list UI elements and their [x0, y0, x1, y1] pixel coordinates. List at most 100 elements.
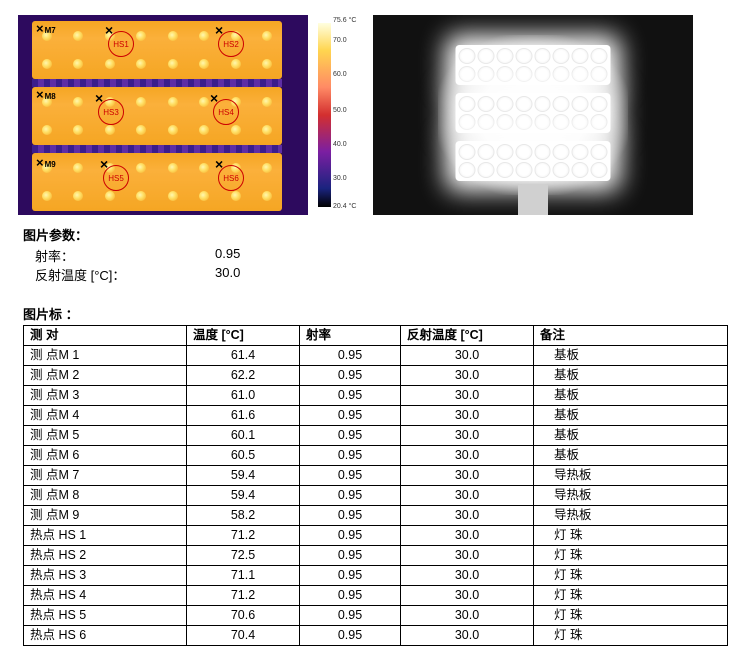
table-row: 热点 HS 171.20.9530.0灯 珠 [24, 526, 728, 546]
cell-note: 灯 珠 [534, 626, 728, 646]
colorbar-max: 75.6 °C [333, 17, 356, 24]
cell-emissivity: 0.95 [300, 626, 401, 646]
params-title: 图片参数： [23, 225, 732, 244]
cell-temp: 71.1 [187, 566, 300, 586]
cell-temp: 59.4 [187, 486, 300, 506]
table-row: 测 点M 958.20.9530.0导热板 [24, 506, 728, 526]
cell-refl-temp: 30.0 [401, 626, 534, 646]
cell-note: 灯 珠 [534, 566, 728, 586]
cell-emissivity: 0.95 [300, 386, 401, 406]
cell-refl-temp: 30.0 [401, 506, 534, 526]
cell-note: 基板 [534, 346, 728, 366]
table-row: 热点 HS 570.60.9530.0灯 珠 [24, 606, 728, 626]
header-note: 备注 [534, 326, 728, 346]
cell-temp: 70.4 [187, 626, 300, 646]
table-row: 热点 HS 670.40.9530.0灯 珠 [24, 626, 728, 646]
cell-temp: 60.5 [187, 446, 300, 466]
cell-object: 热点 HS 6 [24, 626, 187, 646]
cell-temp: 61.4 [187, 346, 300, 366]
cell-emissivity: 0.95 [300, 406, 401, 426]
table-row: 测 点M 461.60.9530.0基板 [24, 406, 728, 426]
cell-refl-temp: 30.0 [401, 586, 534, 606]
cell-temp: 61.6 [187, 406, 300, 426]
cell-note: 导热板 [534, 486, 728, 506]
table-row: 测 点M 859.40.9530.0导热板 [24, 486, 728, 506]
marker-hs3: HS3 [98, 99, 124, 125]
cell-object: 热点 HS 5 [24, 606, 187, 626]
cell-emissivity: 0.95 [300, 486, 401, 506]
cell-note: 基板 [534, 386, 728, 406]
marker-m7: M7 [36, 21, 56, 36]
table-row: 热点 HS 272.50.9530.0灯 珠 [24, 546, 728, 566]
cell-refl-temp: 30.0 [401, 546, 534, 566]
colorbar-min: 20.4 °C [333, 203, 356, 210]
cell-emissivity: 0.95 [300, 546, 401, 566]
header-refl-temp: 反射温度 [°C] [401, 326, 534, 346]
cell-refl-temp: 30.0 [401, 466, 534, 486]
cell-emissivity: 0.95 [300, 366, 401, 386]
colorbar-tick: 30.0 [333, 175, 347, 182]
cell-temp: 60.1 [187, 426, 300, 446]
cell-object: 测 点M 7 [24, 466, 187, 486]
cell-emissivity: 0.95 [300, 446, 401, 466]
cell-note: 基板 [534, 406, 728, 426]
cell-temp: 62.2 [187, 366, 300, 386]
cell-note: 基板 [534, 366, 728, 386]
marker-hs2: HS2 [218, 31, 244, 57]
cell-object: 测 点M 2 [24, 366, 187, 386]
cell-refl-temp: 30.0 [401, 426, 534, 446]
cell-emissivity: 0.95 [300, 566, 401, 586]
cell-note: 灯 珠 [534, 526, 728, 546]
cell-object: 测 点M 1 [24, 346, 187, 366]
cell-refl-temp: 30.0 [401, 526, 534, 546]
colorbar-tick: 70.0 [333, 37, 347, 44]
table-row: 测 点M 361.00.9530.0基板 [24, 386, 728, 406]
cell-note: 灯 珠 [534, 586, 728, 606]
cell-emissivity: 0.95 [300, 426, 401, 446]
cell-note: 灯 珠 [534, 546, 728, 566]
cell-temp: 70.6 [187, 606, 300, 626]
cell-note: 基板 [534, 446, 728, 466]
cell-object: 热点 HS 3 [24, 566, 187, 586]
marker-m8: M8 [36, 87, 56, 102]
cell-note: 基板 [534, 426, 728, 446]
images-row: M7 HS1 HS2 M8 HS3 HS4 M9 HS5 HS6 75.6 °C… [18, 15, 732, 215]
marker-hs6: HS6 [218, 165, 244, 191]
cell-note: 导热板 [534, 506, 728, 526]
cell-note: 灯 珠 [534, 606, 728, 626]
header-object: 测 对 [24, 326, 187, 346]
emissivity-label: 射率： [23, 246, 215, 265]
cell-emissivity: 0.95 [300, 506, 401, 526]
table-row: 测 点M 660.50.9530.0基板 [24, 446, 728, 466]
cell-object: 热点 HS 2 [24, 546, 187, 566]
cell-refl-temp: 30.0 [401, 566, 534, 586]
cell-temp: 71.2 [187, 526, 300, 546]
cell-refl-temp: 30.0 [401, 446, 534, 466]
marker-hs4: HS4 [213, 99, 239, 125]
cell-emissivity: 0.95 [300, 346, 401, 366]
cell-object: 测 点M 3 [24, 386, 187, 406]
cell-note: 导热板 [534, 466, 728, 486]
cell-refl-temp: 30.0 [401, 406, 534, 426]
header-emissivity: 射率 [300, 326, 401, 346]
table-row: 测 点M 560.10.9530.0基板 [24, 426, 728, 446]
cell-refl-temp: 30.0 [401, 366, 534, 386]
table-row: 测 点M 161.40.9530.0基板 [24, 346, 728, 366]
cell-object: 热点 HS 4 [24, 586, 187, 606]
cell-emissivity: 0.95 [300, 466, 401, 486]
cell-temp: 58.2 [187, 506, 300, 526]
cell-object: 热点 HS 1 [24, 526, 187, 546]
reflected-temp-label: 反射温度 [°C]： [23, 265, 215, 284]
cell-emissivity: 0.95 [300, 586, 401, 606]
cell-emissivity: 0.95 [300, 606, 401, 626]
reflected-temp-value: 30.0 [215, 265, 295, 284]
table-row: 测 点M 262.20.9530.0基板 [24, 366, 728, 386]
table-row: 热点 HS 471.20.9530.0灯 珠 [24, 586, 728, 606]
marker-hs1: HS1 [108, 31, 134, 57]
cell-object: 测 点M 9 [24, 506, 187, 526]
table-title: 图片标 ： [23, 304, 732, 323]
cell-refl-temp: 30.0 [401, 606, 534, 626]
cell-object: 测 点M 6 [24, 446, 187, 466]
cell-temp: 59.4 [187, 466, 300, 486]
cell-refl-temp: 30.0 [401, 346, 534, 366]
